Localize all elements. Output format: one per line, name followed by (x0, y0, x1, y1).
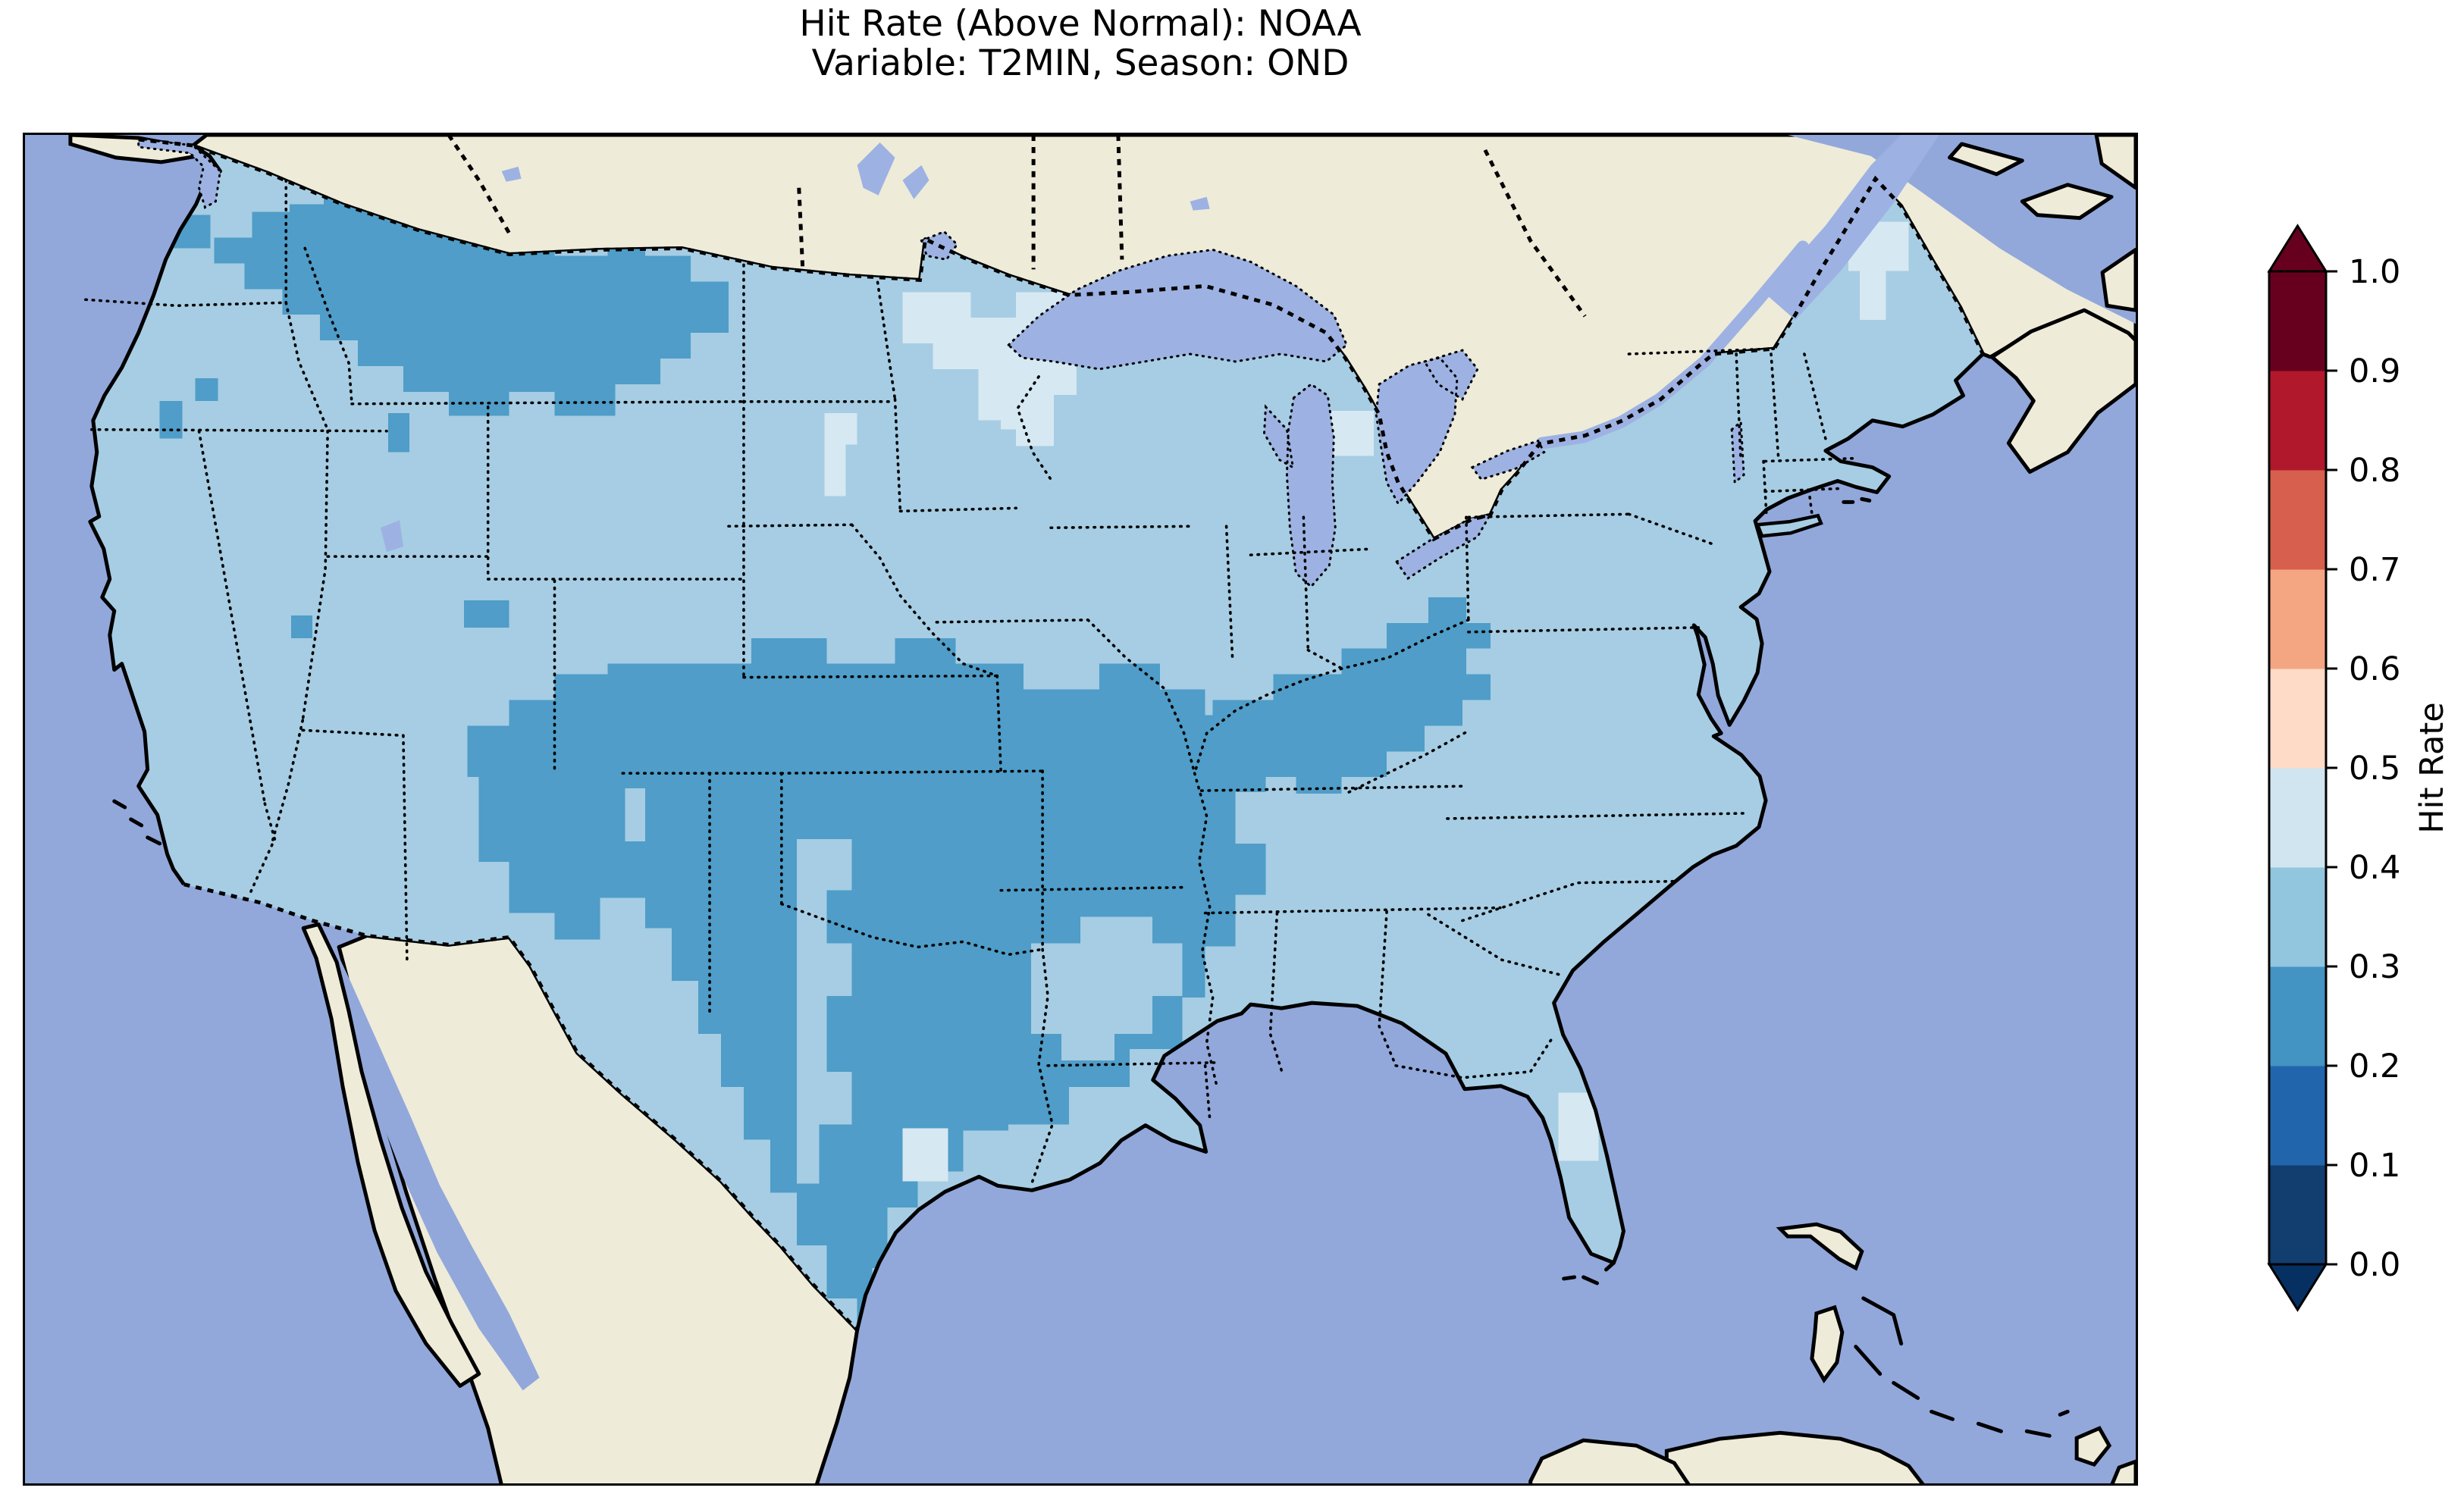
cells-northwest-blob (214, 178, 729, 416)
colorbar-segment-0.7-0.8 (2269, 470, 2326, 570)
gulf-of-st-lawrence (1787, 135, 2136, 324)
state-borders-west (84, 179, 783, 964)
yucatan (1528, 1438, 1691, 1483)
colorbar-ticks: 0.0 0.1 0.2 0.3 0.4 0.5 0.6 0.7 0.8 0.9 1.0 (2326, 253, 2400, 1284)
colorbar-segment-0.1-0.2 (2269, 1066, 2326, 1166)
colorbar-segment-0.4-0.5 (2269, 768, 2326, 868)
notch-colorado-island (625, 788, 646, 841)
cells-plains-texas-mississippi-blob (467, 637, 1266, 1330)
colorbar-tick-label: 0.8 (2349, 452, 2400, 490)
state-borders-south (1046, 619, 1563, 1120)
lake-superior (1008, 249, 1347, 369)
cuba (1664, 1430, 1925, 1483)
colorbar-tick-label: 0.5 (2349, 750, 2400, 788)
canada-maritimes (1948, 135, 2136, 474)
green-bay (1264, 406, 1293, 468)
puget-sound (138, 138, 221, 208)
channel-islands (112, 799, 162, 846)
mexico-us-border (183, 882, 859, 1332)
canada-provincial-borders (447, 135, 1587, 318)
hit-rate-cells (159, 178, 1909, 1330)
colorbar-tick-label: 0.7 (2349, 551, 2400, 589)
colorbar-segment-0.3-0.4 (2269, 867, 2326, 967)
notch-texas-panhandle (796, 838, 852, 1184)
long-island (1754, 513, 1823, 538)
gulf-of-california (324, 929, 540, 1391)
colorbar-tick-label: 0.2 (2349, 1048, 2400, 1085)
lake-ontario (1472, 440, 1544, 480)
cells-ohio-valley-blob (1212, 597, 1491, 794)
colorbar-tick-label: 0.4 (2349, 849, 2400, 887)
colorbar-segment-0.0-0.1 (2269, 1165, 2326, 1265)
lake-erie (1397, 514, 1491, 579)
pale-south-dakota (824, 412, 857, 496)
map-panel (23, 133, 2138, 1486)
cells-hit-02-03 (159, 178, 1491, 1330)
anticosti-island (1948, 142, 2024, 177)
colorbar-tick-label: 0.1 (2349, 1147, 2400, 1185)
figure-title: Hit Rate (Above Normal): NOAA Variable: … (23, 5, 2138, 83)
colorbar-segment-0.5-0.6 (2269, 669, 2326, 769)
cape-breton (2100, 247, 2136, 312)
lake-michigan (1287, 384, 1336, 587)
colorbar-tick-label: 0.3 (2349, 948, 2400, 986)
title-line-1: Hit Rate (Above Normal): NOAA (799, 3, 1362, 45)
colorbar-segments (2269, 271, 2326, 1265)
state-borders-plains (708, 280, 1054, 1187)
prince-edward-island (2020, 183, 2114, 221)
notch-ozarks (1031, 916, 1183, 1060)
hispaniola-fragment (2110, 1459, 2136, 1483)
nova-scotia (1989, 308, 2136, 474)
colorbar-tick-label: 1.0 (2349, 253, 2400, 291)
state-borders-midwest (935, 375, 1470, 1090)
georgian-bay (1425, 350, 1478, 399)
colorbar-tick-label: 0.6 (2349, 650, 2400, 688)
lake-outlines (137, 137, 1745, 589)
us-coastline (88, 143, 1985, 1331)
nantucket-marthas-vineyard (1842, 496, 1872, 504)
great-salt-lake (380, 520, 403, 553)
bahamas-chain (1854, 1296, 2070, 1438)
andros-island (1810, 1305, 1845, 1384)
colorbar-segment-0.2-0.3 (2269, 966, 2326, 1066)
state-borders-east (1446, 347, 1859, 922)
great-inagua (2074, 1426, 2112, 1467)
canada-us-border (138, 137, 1985, 542)
pale-maine (1848, 221, 1909, 321)
pale-texas-hill-country (902, 1128, 948, 1182)
colorbar-segment-0.6-0.7 (2269, 569, 2326, 669)
state-borders (84, 179, 1859, 1187)
st-lawrence-estuary (1765, 135, 1939, 321)
colorbar-segment-0.8-0.9 (2269, 371, 2326, 471)
colorbar: 0.0 0.1 0.2 0.3 0.4 0.5 0.6 0.7 0.8 0.9 1.0 Hit Ra… (2267, 224, 2451, 1312)
colorbar-axis-label: Hit Rate (2413, 702, 2451, 833)
colorbar-under-arrow (2267, 1263, 2328, 1312)
baja-california (301, 922, 481, 1388)
newfoundland-fragment (2094, 135, 2136, 190)
islands (112, 496, 2136, 1483)
colorbar-tick-label: 0.0 (2349, 1246, 2400, 1284)
conus-hit-rate-map (25, 135, 2136, 1483)
colorbar-over-arrow (2267, 224, 2328, 273)
florida-keys (1562, 1261, 1616, 1286)
title-line-2: Variable: T2MIN, Season: OND (811, 42, 1350, 84)
colorbar-tick-label: 0.9 (2349, 352, 2400, 390)
pale-michigan-cells (1001, 380, 1495, 456)
lake-huron (1376, 358, 1457, 504)
pale-central-florida (1558, 1092, 1599, 1161)
colorbar-segment-0.9-1.0 (2269, 271, 2326, 371)
grand-bahama-abaco (1776, 1222, 1864, 1271)
